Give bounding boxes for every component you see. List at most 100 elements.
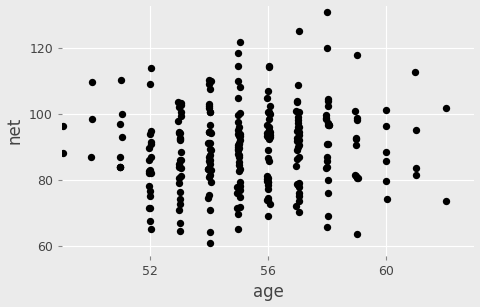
Point	[205, 154, 213, 159]
Point	[176, 138, 183, 142]
Point	[324, 46, 331, 51]
Point	[293, 156, 301, 161]
Point	[147, 65, 155, 70]
Point	[146, 82, 154, 87]
Point	[295, 137, 303, 142]
Point	[204, 166, 212, 171]
Point	[206, 153, 214, 157]
Point	[382, 108, 390, 113]
Point	[177, 113, 185, 118]
Point	[351, 173, 359, 177]
Point	[206, 87, 214, 91]
Point	[264, 134, 271, 138]
Point	[207, 167, 215, 172]
Point	[205, 129, 213, 134]
Point	[177, 174, 185, 179]
Point	[265, 64, 273, 68]
Point	[353, 53, 361, 58]
Point	[234, 148, 241, 153]
Point	[295, 109, 303, 114]
Point	[205, 102, 213, 107]
Point	[177, 110, 185, 115]
Point	[353, 118, 361, 122]
Point	[145, 157, 153, 162]
Point	[264, 134, 272, 139]
Point	[324, 123, 332, 128]
Point	[234, 64, 241, 69]
Point	[295, 198, 302, 203]
Point	[207, 179, 215, 184]
Point	[352, 173, 360, 178]
Point	[294, 124, 302, 129]
Y-axis label: net: net	[6, 117, 24, 144]
Point	[148, 129, 156, 134]
Point	[263, 122, 271, 127]
Point	[175, 99, 182, 104]
Point	[236, 134, 243, 138]
Point	[236, 179, 244, 184]
Point	[353, 175, 360, 180]
Point	[235, 159, 242, 164]
Point	[236, 85, 244, 90]
Point	[264, 183, 272, 188]
Point	[235, 163, 243, 168]
Point	[236, 111, 243, 116]
Point	[264, 196, 272, 201]
Point	[324, 104, 332, 109]
Point	[264, 186, 272, 191]
Point	[266, 201, 274, 206]
Point	[206, 161, 214, 166]
Point	[263, 198, 271, 203]
Point	[383, 150, 390, 154]
Point	[204, 196, 212, 201]
Point	[177, 103, 185, 108]
Point	[294, 98, 301, 103]
Point	[442, 199, 450, 204]
Point	[382, 159, 389, 164]
Point	[175, 208, 183, 213]
Point	[323, 225, 331, 230]
Point	[266, 103, 274, 108]
Point	[235, 169, 243, 174]
Point	[265, 132, 273, 137]
Point	[175, 105, 183, 110]
Point	[205, 159, 213, 164]
Point	[412, 127, 420, 132]
Point	[323, 165, 330, 170]
Point	[234, 227, 241, 232]
Point	[294, 83, 301, 87]
Point	[294, 121, 301, 126]
Point	[176, 190, 184, 195]
Point	[324, 191, 332, 196]
Point	[292, 204, 300, 209]
Point	[146, 131, 154, 136]
Point	[206, 123, 214, 128]
Point	[206, 230, 214, 235]
Point	[117, 77, 124, 82]
Point	[293, 136, 301, 141]
Point	[324, 165, 331, 170]
Point	[207, 157, 215, 162]
Point	[176, 161, 183, 166]
Point	[235, 120, 242, 125]
Point	[266, 111, 274, 116]
Point	[177, 101, 185, 106]
Point	[205, 106, 213, 111]
Point	[175, 131, 182, 136]
Point	[295, 210, 302, 215]
Point	[147, 140, 155, 145]
Point	[353, 116, 360, 121]
Point	[266, 135, 274, 140]
Point	[145, 145, 153, 150]
Point	[234, 146, 241, 151]
Point	[295, 185, 302, 190]
Point	[353, 231, 361, 236]
Point	[204, 141, 212, 146]
Point	[382, 123, 390, 128]
Point	[116, 165, 123, 170]
Point	[264, 214, 271, 219]
Point	[88, 117, 96, 122]
Point	[265, 111, 273, 116]
Point	[236, 146, 243, 151]
Point	[116, 165, 123, 169]
